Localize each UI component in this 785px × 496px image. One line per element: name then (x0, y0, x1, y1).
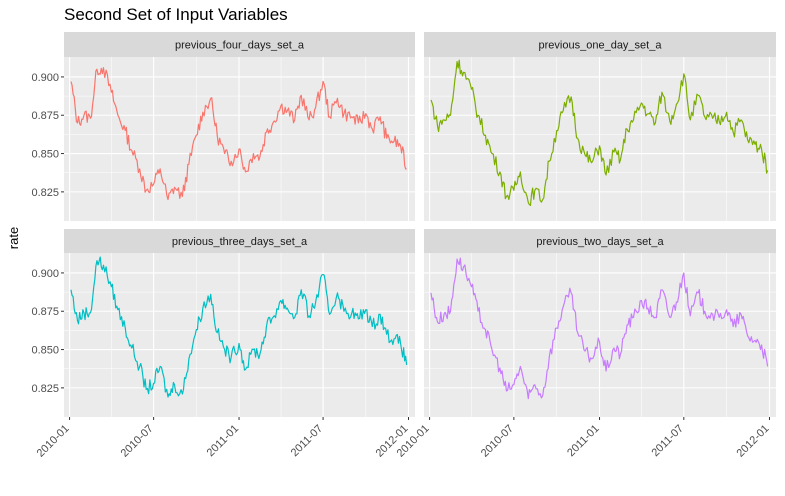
y-tick-label: 0.825 (31, 383, 59, 395)
x-tick-label: 2010-07 (119, 423, 156, 460)
facet-strip-label: previous_one_day_set_a (539, 40, 663, 52)
facet-strip-label: previous_four_days_set_a (175, 40, 305, 52)
y-tick-label: 0.875 (31, 110, 59, 122)
series-line (70, 256, 408, 398)
facet-strip (64, 229, 415, 253)
x-tick-label: 2010-07 (479, 423, 516, 460)
series-line (430, 257, 769, 400)
facet-strip (64, 32, 415, 57)
y-tick-label: 0.900 (31, 72, 59, 84)
x-tick-label: 2011-07 (289, 423, 325, 459)
x-tick-label: 2011-01 (565, 423, 601, 459)
facet-panels: previous_four_days_set_a 0.825 0.850 0.875 0… (31, 32, 776, 460)
chart-title: Second Set of Input Variables (64, 5, 288, 24)
facet-strip-label: previous_three_days_set_a (172, 236, 308, 248)
series-line (430, 59, 769, 206)
y-axis-title: rate (6, 227, 21, 249)
x-tick-label: 2011-07 (649, 423, 685, 459)
x-tick-label: 2010-01 (35, 423, 72, 460)
series-line (70, 67, 407, 201)
x-tick-label: 2012-01 (735, 423, 772, 460)
y-tick-label: 0.875 (31, 306, 59, 318)
facet-panel: previous_three_days_set_a 0.825 0.850 0.875… (31, 229, 415, 460)
y-tick-label: 0.850 (31, 345, 59, 357)
facet-panel: previous_one_day_set_a (424, 32, 776, 221)
y-tick-label: 0.900 (31, 268, 59, 280)
facet-panel: previous_four_days_set_a 0.825 0.850 0.875 0… (31, 32, 415, 221)
facet-strip-label: previous_two_days_set_a (536, 236, 664, 248)
y-tick-label: 0.850 (31, 149, 59, 161)
x-tick-label: 2011-01 (205, 423, 241, 459)
y-tick-label: 0.825 (31, 187, 59, 199)
facet-strip (424, 229, 776, 253)
facet-strip (424, 32, 776, 57)
